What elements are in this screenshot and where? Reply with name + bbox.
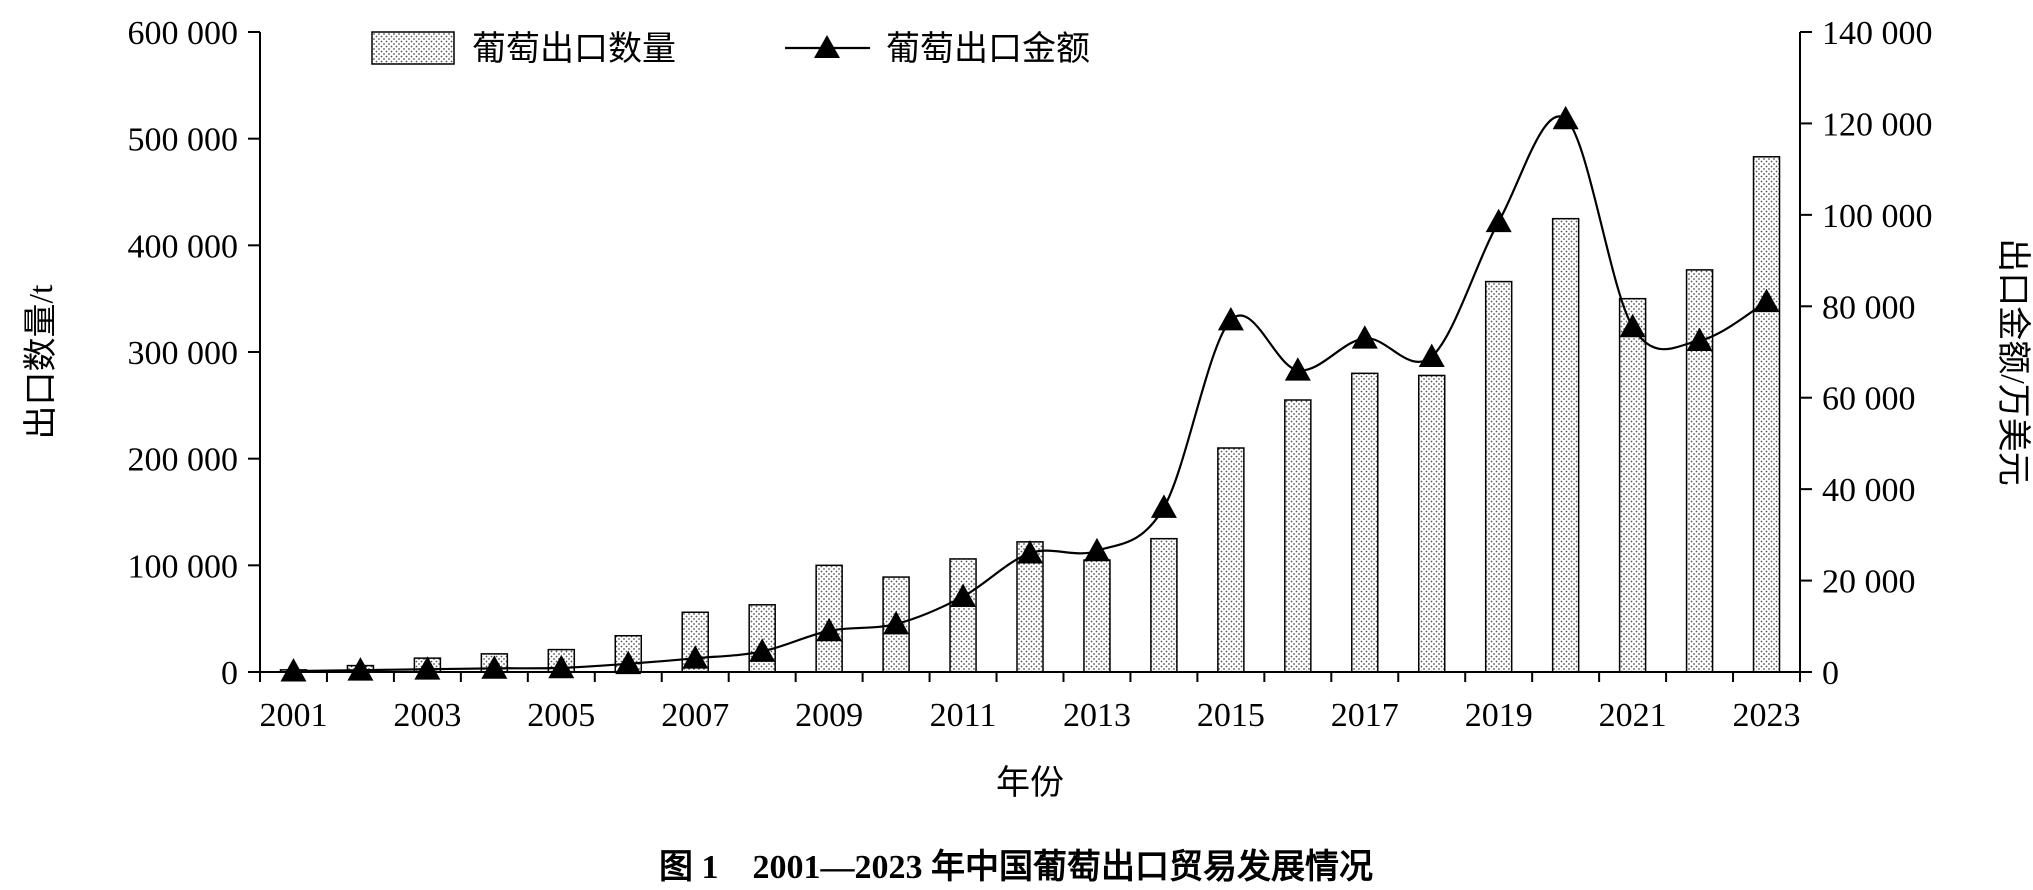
- bar: [1083, 559, 1111, 673]
- right-tick-label: 140 000: [1822, 15, 1933, 52]
- x-tick-label: 2017: [1331, 697, 1399, 734]
- x-tick-label: 2013: [1063, 697, 1131, 734]
- legend-bar-label: 葡萄出口数量: [472, 30, 676, 68]
- legend: 葡萄出口数量 葡萄出口金额: [371, 30, 1090, 68]
- bar: [815, 564, 843, 673]
- x-axis-title: 年份: [996, 764, 1064, 802]
- right-tick-label: 80 000: [1822, 289, 1916, 326]
- x-tick-label: 2003: [393, 697, 461, 734]
- right-tick-label: 0: [1822, 655, 1839, 692]
- figure-caption: 图 1 2001—2023 年中国葡萄出口贸易发展情况: [659, 848, 1373, 886]
- right-tick-label: 60 000: [1822, 381, 1916, 418]
- right-tick-label: 100 000: [1822, 198, 1933, 235]
- x-tick-label: 2009: [795, 697, 863, 734]
- x-tick-label: 2011: [930, 697, 997, 734]
- bar: [949, 558, 977, 673]
- legend-triangle-marker: [814, 35, 840, 58]
- triangle-marker: [1083, 537, 1110, 562]
- x-tick-label: 2015: [1197, 697, 1265, 734]
- left-tick-label: 500 000: [128, 122, 239, 159]
- triangle-marker: [1552, 105, 1579, 130]
- right-axis-title: 出口金额/万美元: [1994, 238, 2032, 485]
- bar: [1752, 156, 1781, 673]
- triangle-marker: [682, 645, 709, 669]
- left-tick-label: 200 000: [128, 442, 239, 479]
- line-series: [280, 105, 1780, 682]
- triangle-marker: [615, 650, 642, 675]
- left-axis-title: 出口数量/t: [22, 284, 60, 439]
- axes: 0 100 000 200 000 300 000 400 000 500 000 600 …: [128, 15, 1933, 734]
- legend-bar-swatch: [371, 31, 455, 65]
- triangle-marker: [950, 583, 977, 607]
- left-tick-label: 600 000: [128, 15, 239, 52]
- left-tick-label: 0: [221, 655, 238, 692]
- bar: [1484, 280, 1513, 673]
- bar: [1284, 399, 1312, 673]
- x-tick-label: 2019: [1465, 697, 1533, 734]
- triangle-marker: [1017, 540, 1043, 564]
- triangle-marker: [816, 617, 843, 642]
- x-tick-label: 2007: [661, 697, 729, 734]
- left-tick-label: 400 000: [128, 228, 239, 265]
- left-tick-label: 100 000: [128, 548, 239, 585]
- x-tick-label: 2001: [259, 697, 327, 734]
- right-tick-label: 20 000: [1822, 564, 1916, 601]
- x-tick-label: 2005: [527, 697, 595, 734]
- bar: [1150, 537, 1178, 673]
- triangle-marker: [280, 658, 307, 682]
- triangle-marker: [347, 657, 374, 681]
- right-tick-label: 40 000: [1822, 472, 1916, 509]
- triangle-marker: [1284, 357, 1311, 381]
- bar: [748, 604, 776, 673]
- right-tick-label: 120 000: [1822, 106, 1933, 143]
- bar: [1551, 217, 1580, 673]
- bar: [1618, 297, 1647, 673]
- x-tick-label: 2023: [1733, 697, 1801, 734]
- triangle-marker: [1217, 307, 1244, 331]
- x-tick-label: 2021: [1599, 697, 1667, 734]
- triangle-marker: [749, 638, 776, 662]
- triangle-marker: [1351, 325, 1378, 349]
- bar: [1417, 374, 1446, 673]
- triangle-marker: [1485, 208, 1512, 233]
- triangle-marker: [883, 611, 910, 635]
- triangle-marker: [1753, 288, 1780, 313]
- left-tick-label: 300 000: [128, 335, 239, 372]
- triangle-marker: [1150, 494, 1177, 518]
- bar: [1217, 447, 1245, 673]
- legend-line-label: 葡萄出口金额: [886, 30, 1090, 68]
- bar-series: [279, 156, 1781, 673]
- triangle-marker: [1686, 327, 1713, 351]
- triangle-marker: [1619, 313, 1646, 338]
- triangle-marker: [414, 656, 441, 680]
- bar: [1351, 372, 1379, 673]
- triangle-marker: [1418, 343, 1445, 367]
